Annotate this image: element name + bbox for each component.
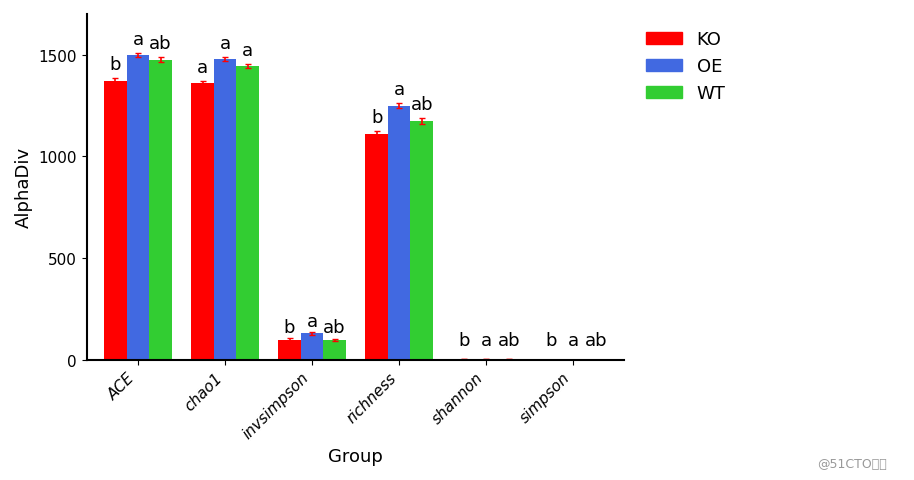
Text: a: a [568,331,579,349]
Text: ab: ab [324,319,346,337]
Bar [127,56,149,360]
Text: b: b [371,108,382,127]
Text: ab: ab [410,96,433,113]
Text: a: a [481,331,492,349]
Bar [388,107,410,360]
Bar [324,340,345,360]
Text: a: a [306,312,318,330]
Bar [149,60,172,360]
Bar [214,60,237,360]
Text: a: a [394,81,405,99]
X-axis label: Group: Group [328,447,383,465]
Bar [278,340,301,360]
Text: @51CTO博客: @51CTO博客 [817,457,887,470]
Text: a: a [242,42,253,60]
Text: ab: ab [149,35,172,53]
Text: a: a [197,59,208,76]
Text: b: b [110,56,122,74]
Legend: KO, OE, WT: KO, OE, WT [639,24,733,110]
Bar [301,334,324,360]
Text: a: a [133,31,143,48]
Bar [191,84,214,360]
Text: b: b [284,318,295,336]
Text: b: b [458,331,470,349]
Y-axis label: AlphaDiv: AlphaDiv [15,147,33,228]
Text: a: a [219,35,230,52]
Text: ab: ab [585,331,607,349]
Bar [237,67,259,360]
Bar [410,121,433,360]
Bar [104,82,127,360]
Bar [366,135,388,360]
Text: ab: ab [497,331,520,349]
Text: b: b [545,331,557,349]
